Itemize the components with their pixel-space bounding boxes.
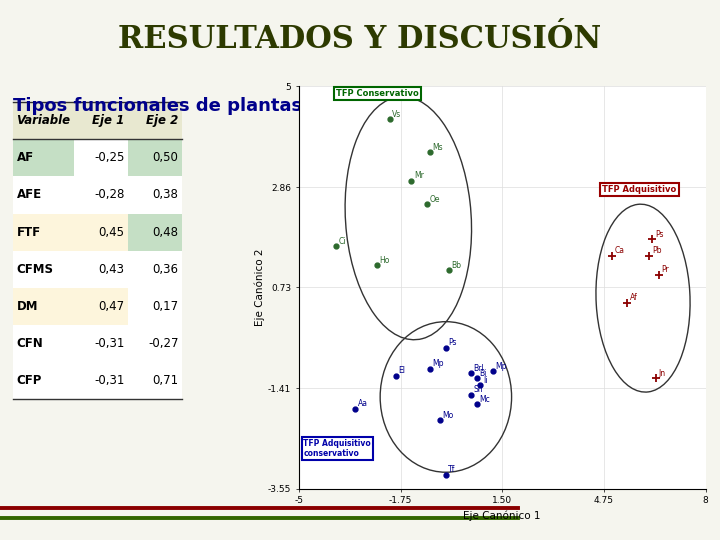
Text: -0,27: -0,27 (148, 337, 179, 350)
Text: Ii: Ii (483, 376, 487, 385)
Text: 0,36: 0,36 (153, 262, 179, 275)
Bar (74, 102, 128, 139)
Text: Ci: Ci (339, 237, 346, 246)
Text: Af: Af (630, 293, 638, 302)
Text: Ps: Ps (655, 230, 663, 239)
Text: CFP: CFP (17, 374, 42, 387)
Bar (128, 102, 182, 139)
Text: Pb: Pb (652, 246, 661, 255)
Text: -0,25: -0,25 (94, 151, 125, 164)
Bar (13, 213, 74, 251)
Text: TFP Adquisitivo: TFP Adquisitivo (603, 185, 677, 194)
Text: TFP Conservativo: TFP Conservativo (336, 89, 419, 98)
Bar (13, 251, 74, 288)
Text: Aa: Aa (358, 400, 368, 408)
Bar (74, 288, 128, 325)
Text: Pr: Pr (661, 265, 669, 274)
Text: -0,28: -0,28 (94, 188, 125, 201)
Bar (128, 325, 182, 362)
Text: Bb: Bb (451, 261, 462, 269)
Text: 0,43: 0,43 (99, 262, 125, 275)
Text: Mo: Mo (442, 411, 454, 420)
Text: TFP Adquisitivo
conservativo: TFP Adquisitivo conservativo (304, 439, 372, 458)
Text: Mr: Mr (414, 171, 424, 180)
Text: Ps: Ps (449, 338, 457, 347)
Text: Vs: Vs (392, 110, 401, 119)
Text: 0,71: 0,71 (153, 374, 179, 387)
Text: Ho: Ho (379, 256, 390, 265)
Bar (13, 102, 74, 139)
Bar (74, 325, 128, 362)
Bar (128, 139, 182, 177)
Bar (128, 177, 182, 213)
Bar (13, 177, 74, 213)
Text: Sn: Sn (474, 385, 483, 394)
Text: -0,31: -0,31 (94, 374, 125, 387)
Text: Tf: Tf (449, 465, 456, 474)
Bar (74, 139, 128, 177)
Bar (13, 139, 74, 177)
Bar (128, 251, 182, 288)
Bar (13, 362, 74, 399)
Text: Mp: Mp (495, 362, 507, 371)
Text: Brl: Brl (474, 364, 484, 373)
Text: 0,47: 0,47 (99, 300, 125, 313)
Text: Oe: Oe (430, 195, 440, 204)
Text: Ca: Ca (614, 246, 624, 255)
Text: El: El (398, 367, 405, 375)
Text: DM: DM (17, 300, 38, 313)
Text: Mp: Mp (433, 359, 444, 368)
Text: Tipos funcionales de plantas: Tipos funcionales de plantas (13, 97, 302, 115)
Bar (13, 288, 74, 325)
Text: Jn: Jn (658, 369, 665, 378)
Bar (74, 213, 128, 251)
Text: FTF: FTF (17, 226, 41, 239)
Bar (74, 362, 128, 399)
Bar (13, 325, 74, 362)
Text: Ms: Ms (433, 143, 444, 152)
Text: CFN: CFN (17, 337, 43, 350)
Text: RESULTADOS Y DISCUSIÓN: RESULTADOS Y DISCUSIÓN (118, 24, 602, 55)
Text: Eje 2: Eje 2 (146, 114, 179, 127)
Bar (74, 177, 128, 213)
X-axis label: Eje Canónico 1: Eje Canónico 1 (464, 511, 541, 522)
Text: 0,50: 0,50 (153, 151, 179, 164)
Text: 0,48: 0,48 (153, 226, 179, 239)
Text: 0,45: 0,45 (99, 226, 125, 239)
Text: Mc: Mc (480, 395, 490, 404)
Text: -0,31: -0,31 (94, 337, 125, 350)
Bar (128, 288, 182, 325)
Text: CFMS: CFMS (17, 262, 53, 275)
Text: AFE: AFE (17, 188, 42, 201)
Text: AF: AF (17, 151, 34, 164)
Bar (128, 213, 182, 251)
Text: Bi: Bi (480, 369, 487, 378)
Y-axis label: Eje Canónico 2: Eje Canónico 2 (254, 249, 265, 326)
Text: Variable: Variable (17, 114, 71, 127)
Text: 0,38: 0,38 (153, 188, 179, 201)
Bar (128, 362, 182, 399)
Text: Eje 1: Eje 1 (92, 114, 125, 127)
Bar (74, 251, 128, 288)
Text: 0,17: 0,17 (153, 300, 179, 313)
